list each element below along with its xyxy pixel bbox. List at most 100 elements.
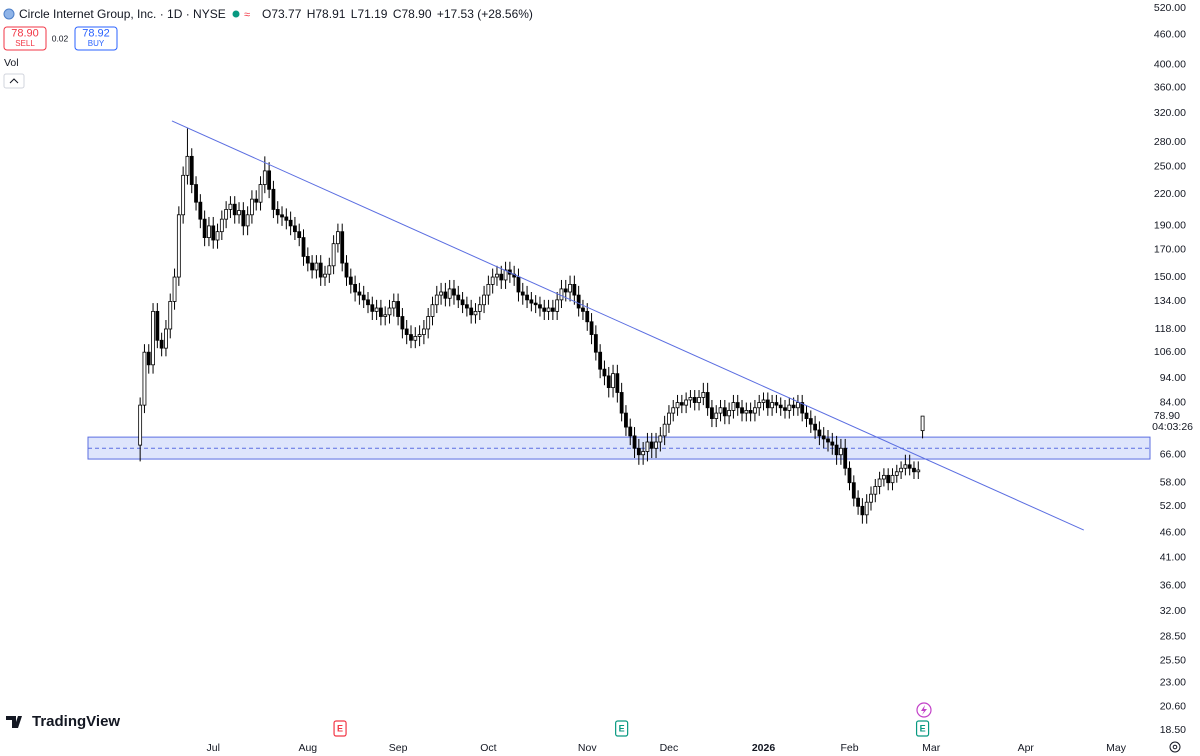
earnings-label[interactable]: E (337, 723, 343, 733)
earnings-marker[interactable]: E (915, 720, 930, 737)
ohlc-open: O73.77 (262, 7, 302, 21)
settings-icon[interactable] (1172, 744, 1178, 750)
buy-button[interactable]: 78.92 BUY (74, 26, 118, 51)
candle-body (800, 402, 805, 414)
sell-box[interactable] (3, 26, 47, 51)
collapse-icon[interactable] (9, 78, 19, 84)
candle-body (538, 304, 542, 309)
candle-body (748, 410, 753, 414)
status-icon[interactable]: ≈ (244, 9, 250, 21)
candle-body (495, 273, 499, 278)
buy-price[interactable]: 78.92 (82, 27, 110, 39)
earnings-badge[interactable] (915, 720, 930, 737)
y-tick-label: 58.00 (1160, 476, 1186, 488)
earnings-marker[interactable]: E (615, 720, 629, 737)
candle-body (731, 402, 736, 411)
candle-body (383, 314, 388, 317)
candle-body (211, 225, 216, 241)
symbol-logo (3, 8, 15, 20)
candle-body (761, 399, 766, 403)
candle-body (774, 402, 779, 406)
x-tick-label: Dec (660, 742, 679, 754)
candle-body (288, 219, 293, 227)
collapse-button[interactable] (3, 73, 25, 89)
sell-button[interactable]: 78.90 SELL (3, 26, 47, 51)
candle-body (391, 301, 396, 309)
candle-body (572, 283, 577, 296)
ohlc-change: +17.53 (+28.56%) (437, 7, 533, 21)
candle-body (172, 276, 177, 302)
candle-body (189, 155, 194, 185)
candle-body (903, 464, 908, 469)
candle-body (198, 201, 203, 220)
candle-body (357, 291, 362, 296)
candle-body (830, 441, 835, 446)
y-tick-label: 170.00 (1154, 244, 1186, 256)
earnings-badge[interactable] (615, 720, 629, 737)
candle-body (447, 288, 452, 299)
symbol-title[interactable]: Circle Internet Group, Inc. · 1D · NYSE (19, 7, 226, 21)
candle-body (168, 301, 173, 330)
candle-body (675, 402, 680, 409)
trendline (171, 120, 1084, 531)
earnings-label[interactable]: E (920, 723, 926, 733)
y-tick-label: 400.00 (1154, 59, 1186, 71)
earnings-marker[interactable]: E (333, 720, 347, 737)
candle-body (654, 441, 658, 449)
candle-body (207, 225, 211, 238)
last-price-label: 78.90 (1154, 410, 1180, 422)
earnings-badge[interactable] (333, 720, 347, 737)
candle-body (864, 501, 869, 516)
candle-body (262, 170, 267, 185)
candle-body (271, 188, 276, 210)
candle-body (318, 262, 323, 278)
candle-body (533, 302, 538, 306)
brand-logo[interactable] (6, 716, 22, 728)
earnings-label[interactable]: E (619, 723, 625, 733)
candle-body (499, 273, 504, 281)
candle-body (851, 482, 856, 499)
candle-body (374, 307, 379, 312)
candle-body (662, 423, 667, 437)
candle-body (787, 404, 792, 411)
candle-body (546, 307, 551, 312)
y-tick-label: 25.50 (1160, 654, 1186, 666)
candle-body (813, 423, 818, 431)
market-status-dot[interactable] (232, 10, 240, 18)
candle-body (439, 291, 443, 296)
candle-body (340, 231, 345, 264)
y-tick-label: 118.00 (1155, 323, 1186, 335)
candle-body (348, 276, 353, 285)
candle-body (826, 438, 830, 443)
candle-body (555, 299, 560, 312)
candle-body (396, 301, 400, 317)
candle-body (164, 328, 168, 349)
candle-body (387, 307, 392, 316)
dividend-icon-glyph[interactable] (921, 705, 927, 715)
y-tick-label: 32.00 (1160, 605, 1186, 617)
candle-body (568, 283, 572, 293)
candle-body (834, 444, 839, 456)
candle-body (413, 336, 418, 341)
y-tick-label: 28.50 (1160, 630, 1186, 642)
sell-label[interactable]: SELL (15, 39, 35, 48)
candle-body (400, 316, 405, 330)
buy-label[interactable]: BUY (88, 39, 105, 48)
y-tick-label: 134.00 (1154, 295, 1186, 307)
candle-body (619, 392, 624, 414)
candle-body (697, 397, 701, 403)
volume-label: Vol (4, 57, 19, 69)
settings-button[interactable] (1169, 741, 1181, 753)
brand-name[interactable]: TradingView (32, 713, 120, 730)
candle-body (920, 415, 925, 432)
x-tick-label: Oct (480, 742, 496, 754)
candle-body (404, 328, 409, 335)
candle-body (671, 407, 676, 414)
candle-body (331, 243, 336, 267)
buy-box[interactable] (74, 26, 118, 51)
y-tick-label: 190.00 (1154, 220, 1186, 232)
candle-body (796, 402, 800, 409)
ohlc-high: H78.91 (307, 7, 346, 21)
sell-price[interactable]: 78.90 (11, 27, 39, 39)
